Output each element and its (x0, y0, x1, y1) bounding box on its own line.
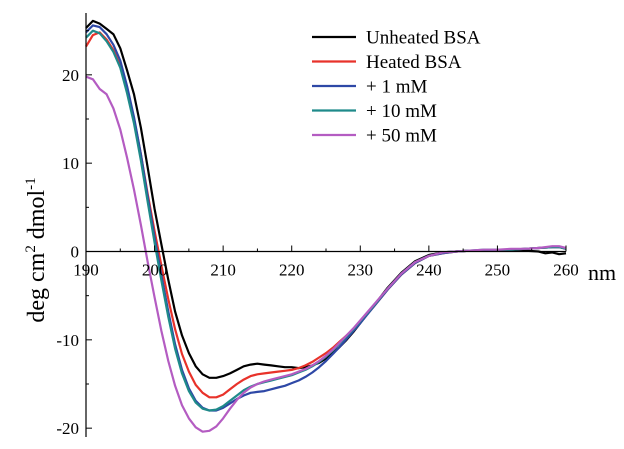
y-axis-label-mid: dmol (24, 190, 50, 246)
x-tick-label: 220 (279, 261, 305, 280)
y-axis-label-sup1: 2 (23, 245, 39, 253)
legend-label-5: + 50 mM (366, 126, 437, 147)
y-tick-label: 10 (62, 154, 79, 173)
y-tick-label: -10 (56, 331, 79, 350)
x-tick-label: 260 (553, 261, 579, 280)
y-axis-label-main: deg cm (24, 252, 50, 322)
y-axis-label: deg cm2 dmol-1 (23, 177, 50, 322)
x-tick-label: 190 (73, 261, 99, 280)
series-line-2 (85, 31, 567, 399)
x-tick-label: 250 (485, 261, 511, 280)
x-tick-label: 200 (142, 261, 168, 280)
series-line-1 (85, 19, 567, 379)
legend-label-3: + 1 mM (366, 77, 427, 98)
x-axis-unit-label: nm (588, 260, 616, 285)
legend-label-4: + 10 mM (366, 101, 437, 122)
y-tick-label: 20 (62, 66, 79, 85)
x-tick-label: 240 (416, 261, 442, 280)
legend-label-1: Unheated BSA (366, 28, 481, 49)
plot-lines (85, 19, 567, 433)
axes: 190 200 210 220 230 240 250 260 20 10 0 -10 -20 (56, 13, 579, 438)
x-tick-label: 230 (348, 261, 374, 280)
x-tick-label: 210 (210, 261, 236, 280)
legend-label-2: Heated BSA (366, 52, 462, 73)
y-tick-label: -20 (56, 419, 79, 438)
y-tick-label: 0 (71, 243, 80, 262)
y-axis-label-sup2: -1 (23, 177, 39, 190)
legend: Unheated BSA Heated BSA + 1 mM + 10 mM + 50 … (312, 28, 481, 147)
